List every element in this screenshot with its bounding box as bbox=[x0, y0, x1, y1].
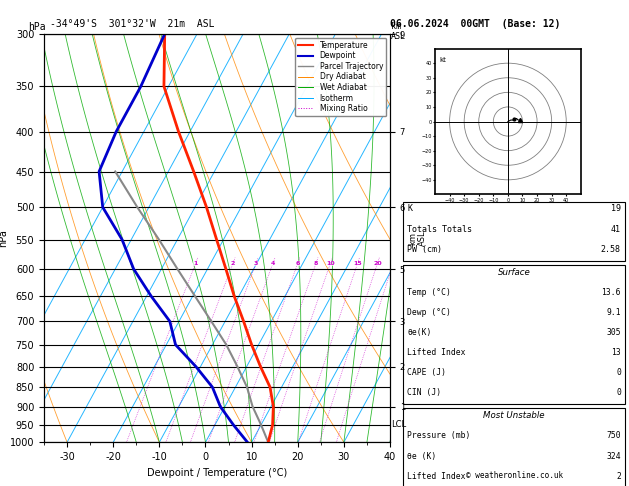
Text: 2: 2 bbox=[231, 261, 235, 266]
Text: km
ASL: km ASL bbox=[391, 22, 406, 41]
Text: 13: 13 bbox=[611, 348, 621, 357]
Text: 6: 6 bbox=[296, 261, 300, 266]
Text: K: K bbox=[408, 205, 413, 213]
Text: PW (cm): PW (cm) bbox=[408, 245, 442, 254]
Bar bbox=[403, 265, 625, 404]
Text: -34°49'S  301°32'W  21m  ASL: -34°49'S 301°32'W 21m ASL bbox=[50, 19, 215, 30]
Text: Most Unstable: Most Unstable bbox=[484, 411, 545, 420]
Text: kt: kt bbox=[440, 57, 446, 63]
Text: Lifted Index: Lifted Index bbox=[408, 471, 466, 481]
Text: 2: 2 bbox=[616, 471, 621, 481]
Bar bbox=[403, 408, 625, 486]
Text: 1: 1 bbox=[194, 261, 198, 266]
Text: 4: 4 bbox=[270, 261, 275, 266]
Text: 0: 0 bbox=[616, 368, 621, 377]
Text: 9.1: 9.1 bbox=[606, 308, 621, 317]
Text: 15: 15 bbox=[353, 261, 362, 266]
Text: 8: 8 bbox=[314, 261, 318, 266]
Y-axis label: hPa: hPa bbox=[0, 229, 8, 247]
Text: 0: 0 bbox=[616, 388, 621, 398]
Text: θe(K): θe(K) bbox=[408, 328, 432, 337]
Text: 20: 20 bbox=[373, 261, 382, 266]
Text: Temp (°C): Temp (°C) bbox=[408, 288, 452, 297]
Y-axis label: km
ASL: km ASL bbox=[408, 230, 427, 246]
Text: 19: 19 bbox=[611, 205, 621, 213]
Bar bbox=[403, 202, 625, 261]
X-axis label: Dewpoint / Temperature (°C): Dewpoint / Temperature (°C) bbox=[147, 468, 287, 478]
Text: 3: 3 bbox=[253, 261, 258, 266]
Text: © weatheronline.co.uk: © weatheronline.co.uk bbox=[465, 471, 563, 480]
Text: 324: 324 bbox=[606, 451, 621, 461]
Text: 06.06.2024  00GMT  (Base: 12): 06.06.2024 00GMT (Base: 12) bbox=[390, 19, 560, 30]
Text: CAPE (J): CAPE (J) bbox=[408, 368, 447, 377]
Text: Dewp (°C): Dewp (°C) bbox=[408, 308, 452, 317]
Text: Lifted Index: Lifted Index bbox=[408, 348, 466, 357]
Text: 750: 750 bbox=[606, 432, 621, 440]
Text: 2.58: 2.58 bbox=[601, 245, 621, 254]
Text: Pressure (mb): Pressure (mb) bbox=[408, 432, 471, 440]
Text: CIN (J): CIN (J) bbox=[408, 388, 442, 398]
Text: hPa: hPa bbox=[28, 22, 46, 32]
Text: Surface: Surface bbox=[498, 268, 531, 277]
Text: θe (K): θe (K) bbox=[408, 451, 437, 461]
Text: 305: 305 bbox=[606, 328, 621, 337]
Legend: Temperature, Dewpoint, Parcel Trajectory, Dry Adiabat, Wet Adiabat, Isotherm, Mi: Temperature, Dewpoint, Parcel Trajectory… bbox=[295, 38, 386, 116]
Text: Totals Totals: Totals Totals bbox=[408, 225, 472, 234]
Text: 13.6: 13.6 bbox=[601, 288, 621, 297]
Text: 41: 41 bbox=[611, 225, 621, 234]
Text: LCL: LCL bbox=[391, 420, 406, 429]
Text: 10: 10 bbox=[326, 261, 335, 266]
